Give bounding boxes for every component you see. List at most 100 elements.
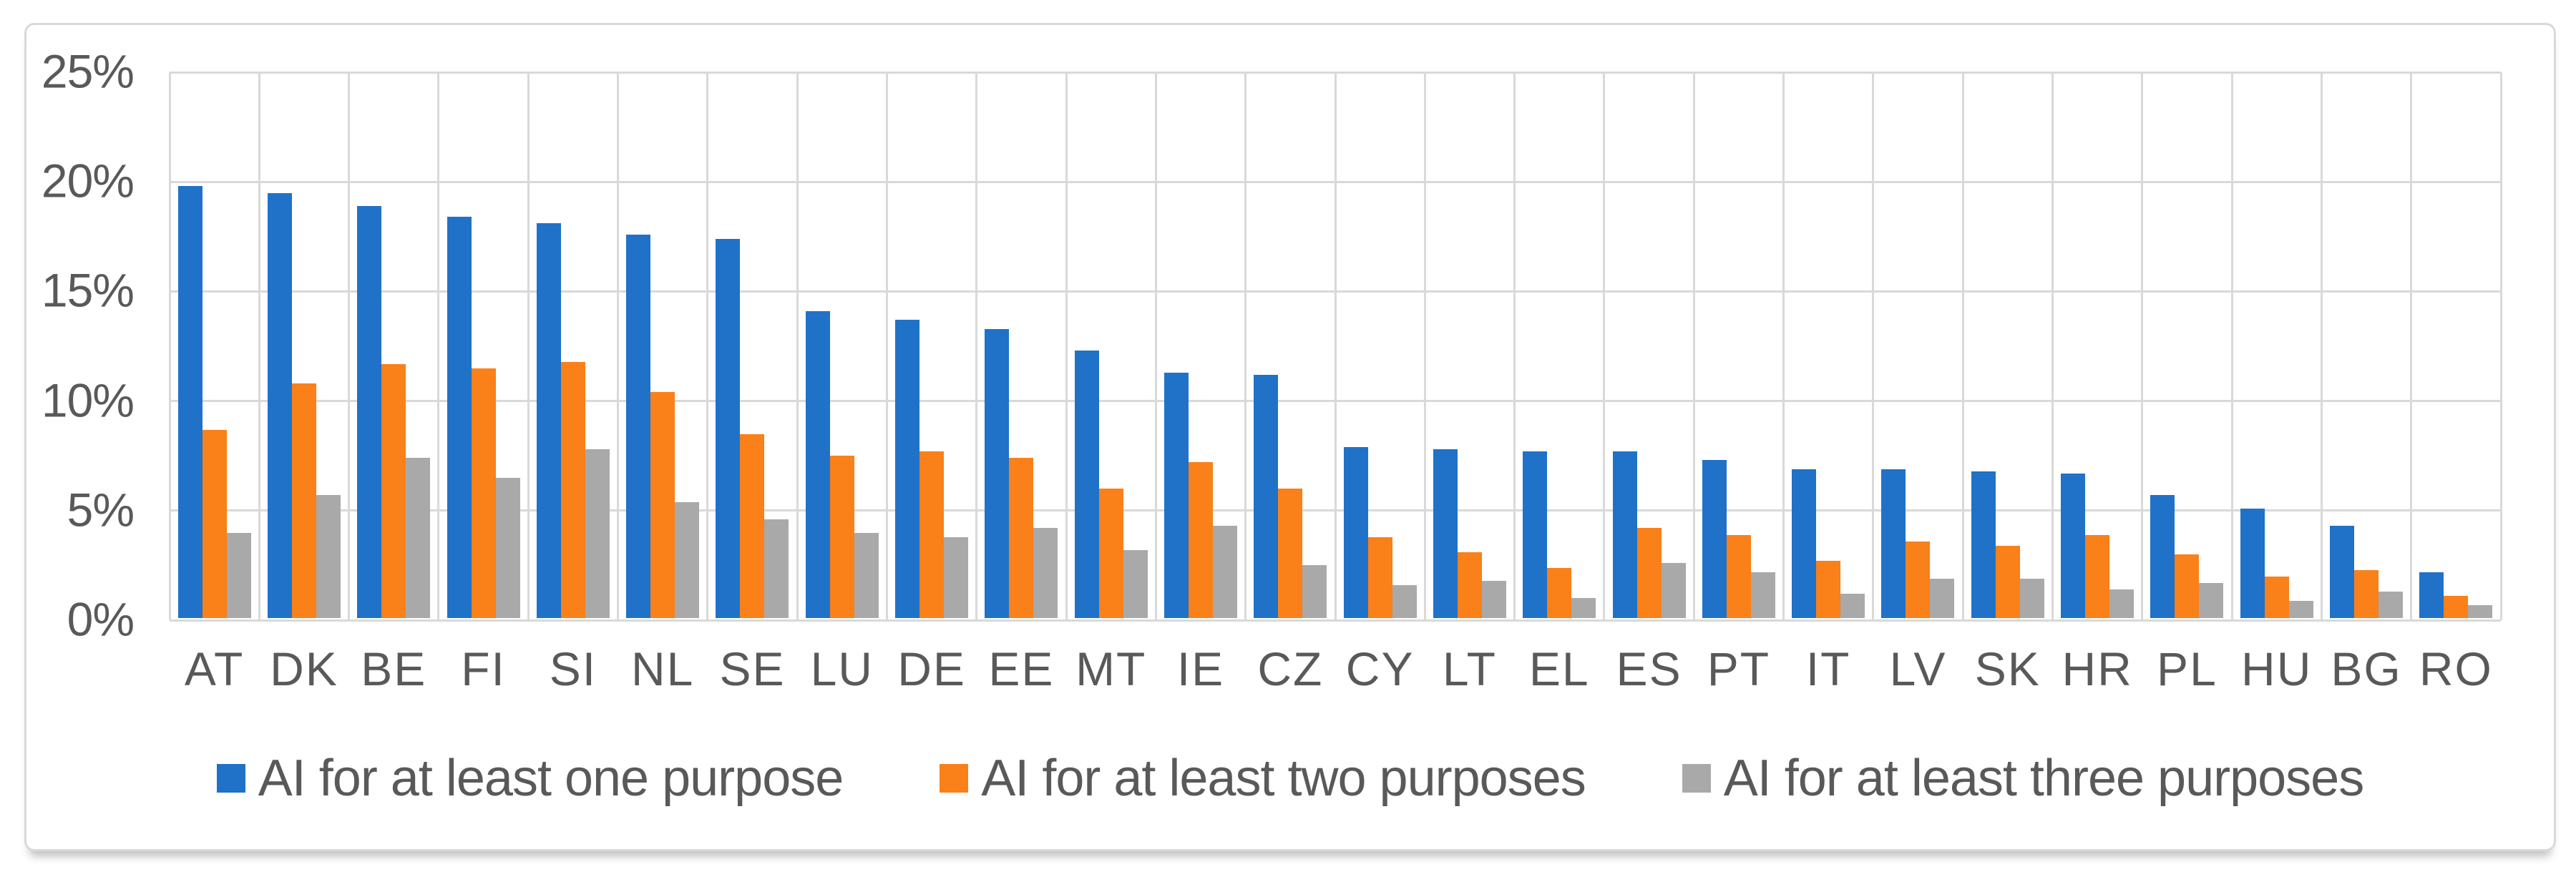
legend-label: AI for at least three purposes: [1723, 750, 2365, 807]
bar-BG-series-1: [2330, 526, 2355, 618]
v-gridline-3: [437, 72, 440, 620]
bar-LT-series-2: [1457, 552, 1482, 618]
bar-BG-series-2: [2354, 569, 2379, 618]
v-gridline-14: [1423, 72, 1426, 620]
bar-NL-series-2: [650, 392, 675, 618]
bar-FI-series-1: [447, 217, 472, 618]
bar-LV-series-2: [1906, 541, 1931, 618]
legend-marker-icon: [940, 764, 969, 793]
bar-EL-series-2: [1547, 567, 1572, 618]
bar-group-CZ: [1246, 72, 1335, 618]
bar-LU-series-1: [805, 311, 830, 618]
legend-marker-icon: [216, 764, 245, 793]
x-tick-label-AT: AT: [184, 642, 245, 695]
x-tick-label-IT: IT: [1805, 642, 1851, 695]
bar-group-MT: [1066, 72, 1156, 618]
v-gridline-6: [706, 72, 709, 620]
bar-AT-series-3: [226, 532, 251, 618]
bar-SI-series-3: [585, 449, 610, 618]
v-gridline-21: [2051, 72, 2054, 620]
bar-BE-series-3: [406, 458, 431, 618]
bar-EE-series-3: [1033, 528, 1058, 618]
x-tick-label-PT: PT: [1707, 642, 1771, 695]
bar-group-IE: [1156, 72, 1245, 618]
bar-LT-series-1: [1433, 449, 1458, 618]
bar-group-AT: [170, 72, 259, 618]
bar-FI-series-2: [471, 368, 496, 618]
v-gridline-9: [975, 72, 978, 620]
x-tick-label-LV: LV: [1889, 642, 1947, 695]
legend-item-1: AI for at least one purpose: [216, 749, 844, 808]
bar-group-ES: [1604, 72, 1694, 618]
bar-group-LV: [1873, 72, 1963, 618]
bar-IE-series-2: [1189, 462, 1214, 618]
bar-BE-series-1: [357, 205, 382, 618]
bar-group-DK: [259, 72, 348, 618]
bar-SE-series-2: [740, 433, 765, 618]
bar-EE-series-1: [985, 328, 1010, 618]
legend-item-3: AI for at least three purposes: [1682, 749, 2364, 808]
bar-PL-series-3: [2199, 582, 2224, 618]
h-gridline-0%: [170, 619, 2501, 622]
bar-group-FI: [439, 72, 528, 618]
bar-SE-series-1: [716, 238, 741, 618]
bar-SE-series-3: [764, 519, 789, 618]
bar-IT-series-1: [1792, 469, 1817, 618]
bar-SI-series-2: [560, 361, 585, 618]
bar-DK-series-3: [316, 495, 341, 618]
bar-PL-series-1: [2150, 495, 2175, 618]
bar-MT-series-3: [1123, 550, 1148, 618]
v-gridline-19: [1872, 72, 1875, 620]
v-gridline-18: [1782, 72, 1785, 620]
bar-SK-series-1: [1971, 471, 1996, 618]
bar-PT-series-2: [1726, 534, 1751, 618]
bar-AT-series-2: [202, 429, 227, 618]
bar-EE-series-2: [1009, 458, 1034, 618]
v-gridline-17: [1692, 72, 1695, 620]
bar-SK-series-3: [2019, 578, 2044, 618]
bar-CY-series-3: [1392, 585, 1417, 618]
bar-BG-series-3: [2379, 592, 2404, 618]
bar-DE-series-1: [895, 320, 920, 618]
bar-RO-series-3: [2468, 604, 2493, 618]
bar-RO-series-2: [2444, 596, 2469, 618]
x-tick-label-CZ: CZ: [1257, 642, 1324, 695]
bar-group-HR: [2052, 72, 2142, 618]
x-tick-label-FI: FI: [461, 642, 506, 695]
v-gridline-4: [527, 72, 530, 620]
x-tick-label-MT: MT: [1075, 642, 1147, 695]
bar-group-SK: [1963, 72, 2052, 618]
x-tick-label-HU: HU: [2241, 642, 2313, 695]
x-tick-label-DK: DK: [270, 642, 338, 695]
x-tick-label-CY: CY: [1345, 642, 1415, 695]
bar-group-EE: [977, 72, 1066, 618]
bar-DE-series-2: [919, 451, 945, 618]
x-tick-label-LT: LT: [1442, 642, 1497, 695]
v-gridline-12: [1244, 72, 1247, 620]
bar-CZ-series-3: [1302, 565, 1327, 618]
x-tick-label-SI: SI: [549, 642, 597, 695]
bar-LU-series-2: [829, 456, 854, 618]
bar-DE-series-3: [944, 537, 969, 618]
bar-HU-series-1: [2240, 508, 2265, 618]
x-tick-label-EE: EE: [988, 642, 1055, 695]
x-tick-label-LU: LU: [810, 642, 874, 695]
v-gridline-11: [1154, 72, 1157, 620]
bar-LU-series-3: [854, 532, 879, 618]
bar-MT-series-2: [1098, 489, 1123, 618]
x-tick-label-BE: BE: [361, 642, 427, 695]
bar-IT-series-2: [1816, 561, 1841, 618]
v-gridline-25: [2410, 72, 2413, 620]
bar-IE-series-1: [1164, 372, 1189, 618]
bar-AT-series-1: [177, 186, 203, 618]
bar-LV-series-1: [1881, 469, 1906, 618]
legend-item-2: AI for at least two purposes: [940, 749, 1586, 808]
x-tick-label-RO: RO: [2419, 642, 2493, 695]
bar-CZ-series-1: [1254, 374, 1279, 618]
bar-HU-series-3: [2288, 600, 2313, 618]
x-tick-label-BG: BG: [2331, 642, 2402, 695]
bar-ES-series-2: [1636, 528, 1662, 618]
bar-group-NL: [618, 72, 708, 618]
x-tick-label-PL: PL: [2157, 642, 2218, 695]
v-gridline-16: [1603, 72, 1606, 620]
